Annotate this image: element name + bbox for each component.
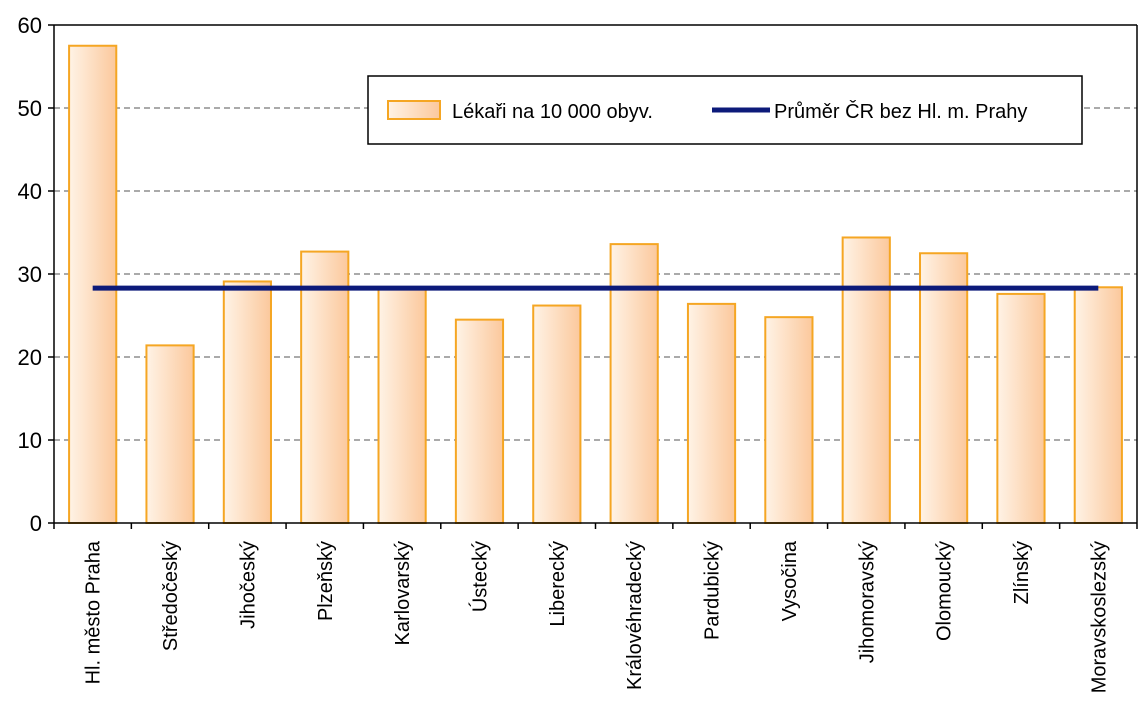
- category-label: Karlovarský: [392, 541, 414, 645]
- y-tick-label: 50: [18, 96, 42, 121]
- bar: [919, 252, 969, 524]
- bar: [145, 344, 195, 524]
- category-label: Moravskoslezský: [1088, 541, 1110, 693]
- legend: Lékaři na 10 000 obyv. Průměr ČR bez Hl.…: [367, 75, 1083, 145]
- category-label: Jihomoravský: [856, 541, 878, 663]
- category-label: Jihočeský: [237, 541, 259, 629]
- bar: [222, 280, 272, 524]
- category-label: Pardubický: [702, 541, 724, 640]
- y-tick-label: 10: [18, 428, 42, 453]
- legend-line-label: Průměr ČR bez Hl. m. Prahy: [774, 100, 1027, 123]
- bar: [300, 250, 350, 524]
- y-tick-label: 0: [30, 511, 42, 536]
- category-label: Středočeský: [160, 541, 182, 651]
- bars: [68, 44, 1123, 525]
- category-labels: Hl. město Praha Středočeský Jihočeský Plzeň…: [83, 540, 1111, 693]
- category-label: Vysočina: [779, 540, 801, 621]
- category-label: Plzeňský: [315, 541, 337, 621]
- bar: [1073, 286, 1123, 524]
- bar: [532, 304, 582, 525]
- category-label: Hl. město Praha: [83, 540, 105, 684]
- category-label: Ústecký: [468, 541, 491, 612]
- bar: [841, 236, 891, 524]
- category-label: Královéhradecký: [624, 541, 646, 690]
- axes: [48, 24, 1138, 529]
- bar: [764, 316, 814, 524]
- legend-bar-swatch: [387, 100, 441, 120]
- bar: [686, 302, 737, 524]
- category-label: Liberecký: [547, 541, 569, 627]
- category-label: Zlínský: [1011, 541, 1033, 604]
- bar: [454, 318, 505, 524]
- bar: [68, 44, 118, 524]
- bar: [377, 287, 427, 524]
- y-tick-labels: 0 10 20 30 40 50 60: [18, 13, 42, 536]
- bar: [996, 292, 1046, 525]
- y-tick-label: 20: [18, 345, 42, 370]
- y-tick-label: 40: [18, 179, 42, 204]
- category-label: Olomoucký: [934, 541, 956, 641]
- y-tick-label: 30: [18, 262, 42, 287]
- y-tick-label: 60: [18, 13, 42, 38]
- legend-bar-label: Lékaři na 10 000 obyv.: [452, 101, 653, 123]
